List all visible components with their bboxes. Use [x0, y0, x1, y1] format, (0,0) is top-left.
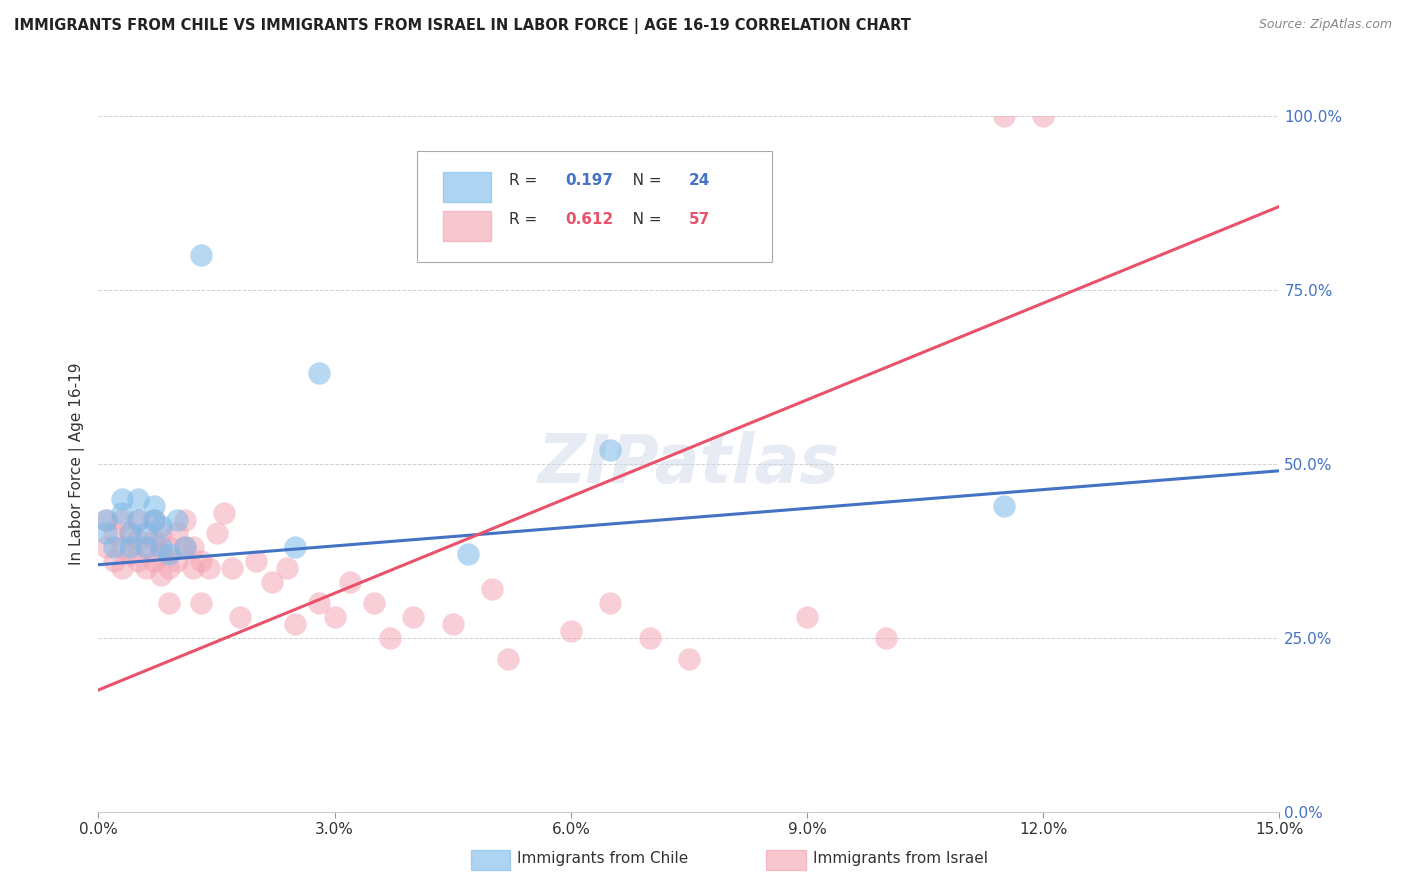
Point — [308, 596, 330, 610]
Point — [118, 547, 141, 561]
Point — [150, 541, 173, 555]
Point — [142, 554, 165, 568]
Point — [197, 561, 219, 575]
Point — [993, 499, 1015, 513]
Point — [181, 541, 204, 555]
Point — [135, 541, 157, 555]
Text: 57: 57 — [689, 212, 710, 227]
Point — [157, 596, 180, 610]
Point — [796, 610, 818, 624]
Point — [103, 541, 125, 555]
Point — [221, 561, 243, 575]
Point — [127, 491, 149, 506]
Point — [323, 610, 346, 624]
Point — [127, 554, 149, 568]
Point — [875, 631, 897, 645]
Point — [599, 442, 621, 457]
Point — [245, 554, 267, 568]
Point — [142, 499, 165, 513]
Point — [166, 526, 188, 541]
Point — [560, 624, 582, 638]
Point — [118, 526, 141, 541]
Point — [441, 616, 464, 631]
Point — [339, 575, 361, 590]
Point — [276, 561, 298, 575]
Point — [111, 506, 134, 520]
Point — [135, 526, 157, 541]
Point — [190, 554, 212, 568]
Point — [496, 651, 519, 665]
Point — [111, 561, 134, 575]
Point — [142, 512, 165, 526]
Text: 0.197: 0.197 — [565, 173, 613, 188]
Point — [166, 554, 188, 568]
Point — [118, 541, 141, 555]
Point — [174, 512, 197, 526]
Text: Immigrants from Israel: Immigrants from Israel — [813, 851, 987, 865]
Point — [190, 248, 212, 262]
Point — [190, 596, 212, 610]
Text: R =: R = — [509, 173, 543, 188]
Point — [402, 610, 425, 624]
Point — [638, 631, 661, 645]
Point — [103, 526, 125, 541]
Text: Immigrants from Chile: Immigrants from Chile — [517, 851, 689, 865]
Point — [157, 561, 180, 575]
Point — [96, 512, 118, 526]
Point — [96, 512, 118, 526]
Point — [103, 554, 125, 568]
Point — [127, 512, 149, 526]
Point — [150, 547, 173, 561]
Text: N =: N = — [619, 173, 666, 188]
Y-axis label: In Labor Force | Age 16-19: In Labor Force | Age 16-19 — [69, 362, 84, 566]
Point — [284, 616, 307, 631]
Point — [150, 519, 173, 533]
Point — [111, 541, 134, 555]
Point — [378, 631, 401, 645]
Text: ZIPatlas: ZIPatlas — [538, 431, 839, 497]
Point — [127, 533, 149, 548]
Text: 24: 24 — [689, 173, 710, 188]
Point — [96, 541, 118, 555]
Point — [135, 561, 157, 575]
Point — [457, 547, 479, 561]
Point — [111, 491, 134, 506]
Point — [150, 526, 173, 541]
Point — [214, 506, 236, 520]
Point — [284, 541, 307, 555]
Point — [157, 541, 180, 555]
Point — [481, 582, 503, 596]
Point — [229, 610, 252, 624]
Point — [174, 541, 197, 555]
Text: Source: ZipAtlas.com: Source: ZipAtlas.com — [1258, 18, 1392, 31]
Text: N =: N = — [619, 212, 666, 227]
Point — [993, 109, 1015, 123]
Point — [260, 575, 283, 590]
Point — [678, 651, 700, 665]
Point — [150, 568, 173, 582]
Point — [205, 526, 228, 541]
Point — [127, 512, 149, 526]
FancyBboxPatch shape — [443, 211, 491, 241]
Point — [118, 526, 141, 541]
Point — [1032, 109, 1054, 123]
Text: 0.612: 0.612 — [565, 212, 613, 227]
Point — [181, 561, 204, 575]
Point — [308, 367, 330, 381]
Point — [157, 547, 180, 561]
Point — [599, 596, 621, 610]
Point — [363, 596, 385, 610]
Text: R =: R = — [509, 212, 543, 227]
FancyBboxPatch shape — [418, 151, 772, 262]
Point — [142, 533, 165, 548]
Point — [135, 541, 157, 555]
Point — [142, 512, 165, 526]
Point — [111, 512, 134, 526]
Text: IMMIGRANTS FROM CHILE VS IMMIGRANTS FROM ISRAEL IN LABOR FORCE | AGE 16-19 CORRE: IMMIGRANTS FROM CHILE VS IMMIGRANTS FROM… — [14, 18, 911, 34]
Point — [96, 526, 118, 541]
Point — [166, 512, 188, 526]
Point — [174, 541, 197, 555]
FancyBboxPatch shape — [443, 171, 491, 202]
